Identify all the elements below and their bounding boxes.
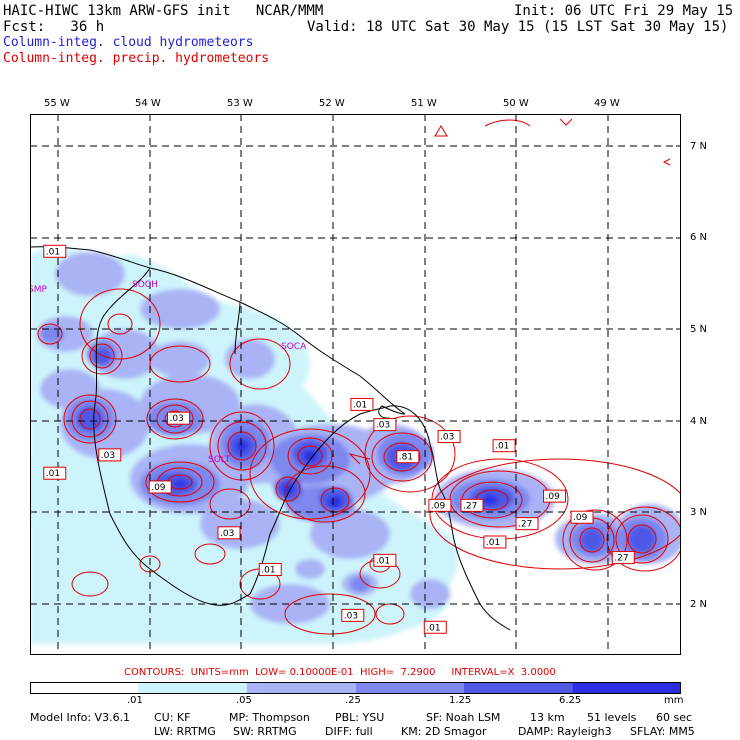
place-labels: SMP SOCH SOCA SOLT	[30, 280, 307, 465]
svg-text:.03: .03	[220, 529, 234, 539]
mi-res: 13 km	[530, 711, 565, 724]
colorbar-tick: 6.25	[559, 695, 582, 706]
coastline	[30, 246, 511, 631]
contour-label: .01	[373, 553, 397, 567]
svg-text:.09: .09	[431, 501, 446, 511]
svg-text:.81: .81	[399, 453, 413, 463]
forecast-map: SMP SOCH SOCA SOLT .01.01.03.03.03.03.01…	[30, 114, 681, 655]
contour-label: .03	[217, 526, 241, 540]
svg-text:.03: .03	[440, 433, 454, 443]
svg-text:.09: .09	[546, 492, 561, 502]
svg-text:.01: .01	[486, 538, 500, 548]
contour-label: .03	[167, 411, 191, 425]
contour-label: .03	[341, 608, 365, 622]
svg-text:.09: .09	[151, 483, 166, 493]
mi-sf: SF: Noah LSM	[426, 711, 501, 724]
svg-text:.01: .01	[261, 566, 275, 576]
lon-label: 51 W	[411, 98, 437, 109]
mi-km: KM: 2D Smagor	[401, 725, 487, 738]
contour-label: .03	[437, 430, 461, 444]
cloud-shading	[30, 246, 681, 645]
contour-label: .03	[373, 418, 397, 432]
lon-label: 54 W	[135, 98, 161, 109]
colorbar-unit: mm	[664, 695, 684, 706]
svg-text:.03: .03	[101, 451, 115, 461]
svg-text:.01: .01	[376, 556, 390, 566]
valid-time: Valid: 18 UTC Sat 30 May 15 (15 LST Sat …	[307, 19, 729, 35]
colorbar-tick: .25	[345, 695, 361, 706]
mi-levels: 51 levels	[587, 711, 637, 724]
cloud-field-label: Column-integ. cloud hydrometeors	[3, 35, 254, 50]
init-time: Init: 06 UTC Fri 29 May 15	[514, 3, 734, 19]
contour-label: .09	[570, 510, 594, 524]
place-label: SOCH	[132, 280, 158, 290]
title-line: HAIC-HIWC 13km ARW-GFS init NCAR/MMM	[3, 3, 324, 19]
svg-text:.03: .03	[376, 421, 390, 431]
contour-label: .01	[43, 466, 67, 480]
contour-label: .09	[148, 480, 172, 494]
lat-label: 3 N	[690, 507, 708, 518]
mi-mp: MP: Thompson	[229, 711, 310, 724]
mi-damp: DAMP: Rayleigh3	[518, 725, 612, 738]
contour-label: .01	[492, 439, 516, 453]
contour-label: .01	[350, 397, 374, 411]
svg-text:.27: .27	[614, 554, 628, 564]
lon-label: 49 W	[594, 98, 620, 109]
place-label: SOCA	[281, 342, 307, 352]
lat-label: 5 N	[690, 324, 708, 335]
mi-sflay: SFLAY: MM5	[630, 725, 695, 738]
mi-lw: LW: RRTMG	[154, 725, 216, 738]
svg-text:.27: .27	[518, 520, 532, 530]
svg-text:.01: .01	[495, 442, 509, 452]
contour-label: .81	[396, 450, 420, 464]
mi-diff: DIFF: full	[325, 725, 373, 738]
lon-label: 52 W	[319, 98, 345, 109]
place-label: SOLT	[208, 455, 231, 465]
lat-label: 6 N	[690, 232, 708, 243]
svg-text:.03: .03	[344, 611, 358, 621]
contour-label: .01	[43, 244, 67, 258]
svg-text:.01: .01	[46, 247, 60, 257]
contour-label: .03	[98, 448, 122, 462]
contours-info: CONTOURS: UNITS=mm LOW= 0.10000E-01 HIGH…	[124, 667, 556, 678]
contour-label: .01	[258, 563, 282, 576]
colorbar	[30, 682, 681, 694]
forecast-hour: Fcst: 36 h	[3, 19, 105, 35]
contour-label: .09	[428, 498, 452, 512]
contour-label: .01	[423, 620, 447, 634]
colorbar-tick: .01	[127, 695, 143, 706]
contour-label: .27	[611, 551, 635, 565]
mi-version: Model Info: V3.6.1	[30, 711, 131, 724]
lat-label: 2 N	[690, 599, 708, 610]
svg-text:.09: .09	[573, 513, 588, 523]
svg-text:.27: .27	[463, 501, 477, 511]
colorbar-tick: 1.25	[449, 695, 472, 706]
contour-label: .27	[460, 498, 484, 512]
place-label: SMP	[30, 285, 47, 295]
svg-text:.01: .01	[353, 400, 367, 410]
lon-label: 50 W	[503, 98, 529, 109]
lon-label: 55 W	[44, 98, 70, 109]
mi-cu: CU: KF	[154, 711, 191, 724]
contour-label: .01	[483, 535, 507, 549]
svg-text:.03: .03	[170, 414, 184, 424]
svg-text:.01: .01	[426, 623, 440, 633]
lat-label: 4 N	[690, 416, 708, 427]
mi-dt: 60 sec	[656, 711, 693, 724]
mi-sw: SW: RRTMG	[233, 725, 297, 738]
contour-value-labels: .01 .01 .03 .03 .03 .03 .01 .81 .01 .09 .09 .27 .09.…	[43, 244, 635, 634]
lat-label: 7 N	[690, 141, 708, 152]
lon-label: 53 W	[227, 98, 253, 109]
contour-label: .09	[543, 489, 567, 503]
colorbar-tick: .05	[236, 695, 252, 706]
mi-pbl: PBL: YSU	[335, 711, 385, 724]
contour-label: .27	[515, 517, 539, 531]
precip-field-label: Column-integ. precip. hydrometeors	[3, 51, 270, 66]
svg-text:.01: .01	[46, 469, 60, 479]
